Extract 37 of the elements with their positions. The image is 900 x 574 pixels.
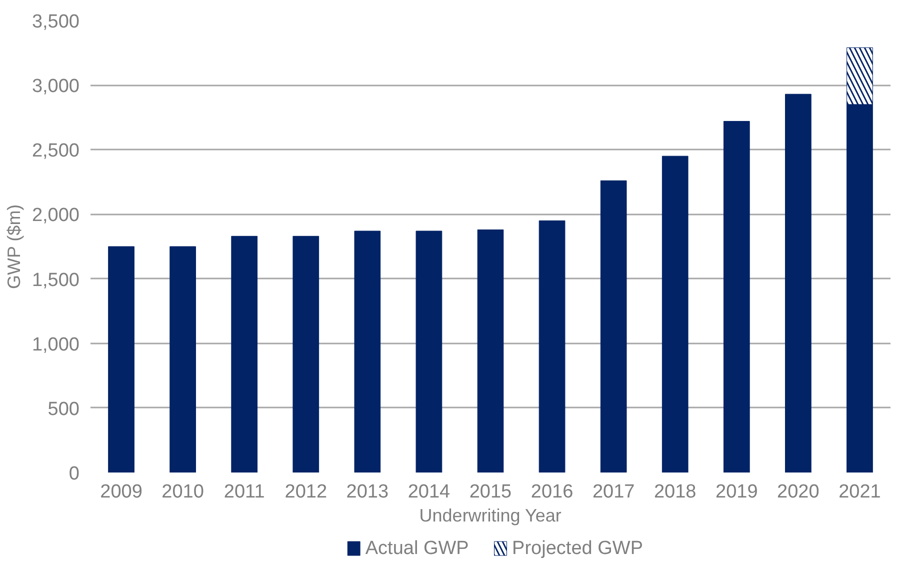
y-tick-label: 3,500	[32, 12, 80, 32]
y-tick-label: 500	[48, 398, 80, 420]
x-tick-label: 2014	[408, 482, 451, 502]
x-tick-label: 2017	[592, 482, 635, 502]
y-tick-label: 3,000	[32, 76, 80, 98]
x-tick-label: 2019	[716, 482, 758, 502]
x-axis-title: Underwriting Year	[419, 506, 562, 526]
bar	[170, 246, 196, 472]
legend-label: Actual GWP	[365, 538, 469, 559]
x-tick-label: 2009	[100, 482, 142, 502]
y-tick-label: 1,000	[32, 334, 80, 356]
bar	[292, 236, 320, 472]
y-axis-title: GWP ($m)	[4, 204, 24, 289]
x-tick-label: 2016	[530, 482, 574, 502]
y-tick-label: 1,500	[32, 270, 80, 291]
x-tick-label: 2020	[777, 482, 820, 502]
bar	[477, 229, 504, 472]
y-tick-label: 2,000	[32, 205, 80, 226]
y-tick-label: 2,500	[32, 140, 80, 162]
bar	[785, 94, 812, 472]
bar	[662, 156, 688, 472]
x-tick-label: 2018	[654, 482, 696, 502]
x-tick-label: 2021	[838, 482, 881, 502]
bar	[416, 230, 442, 472]
bar	[600, 180, 627, 472]
x-tick-label: 2015	[469, 482, 512, 502]
legend-label: Projected GWP	[512, 538, 643, 559]
bar	[538, 220, 566, 472]
x-tick-label: 2012	[284, 482, 328, 502]
x-tick-label: 2013	[346, 482, 389, 502]
bar	[354, 230, 381, 472]
bar	[231, 236, 258, 472]
y-tick-label: 0	[68, 464, 80, 484]
bar	[723, 120, 750, 472]
bar	[108, 246, 134, 472]
x-tick-label: 2010	[162, 482, 204, 502]
x-tick-label: 2011	[224, 482, 265, 502]
